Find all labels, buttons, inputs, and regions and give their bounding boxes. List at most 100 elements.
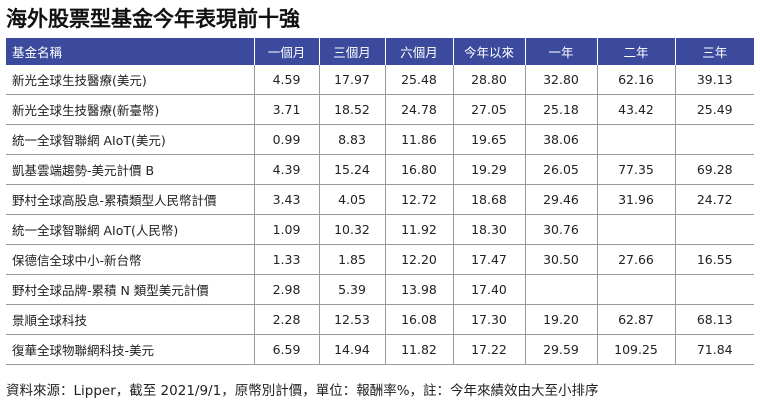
return-2y: 62.87 [597,304,676,335]
fund-name: 統一全球智聯網 AIoT(美元) [6,124,255,155]
table-row: 新光全球生技醫療(美元) 4.59 17.97 25.48 28.80 32.8… [6,65,754,95]
return-1m: 4.39 [254,154,320,185]
fund-performance-table: 基金名稱 一個月 三個月 六個月 今年以來 一年 二年 三年 新光全球生技醫療(… [6,38,754,365]
return-3y: 71.84 [675,334,754,365]
return-1m: 2.28 [254,304,320,335]
return-1y: 32.80 [525,65,598,95]
return-2y: 43.42 [597,94,676,125]
fund-name: 復華全球物聯網科技-美元 [6,334,255,365]
return-1m: 3.71 [254,94,320,125]
return-1m: 0.99 [254,124,320,155]
table-row: 景順全球科技 2.28 12.53 16.08 17.30 19.20 62.8… [6,304,754,335]
fund-name: 新光全球生技醫療(新臺幣) [6,94,255,125]
return-6m: 24.78 [385,94,454,125]
return-1m: 4.59 [254,65,320,95]
fund-name: 保德信全球中小-新台幣 [6,244,255,275]
return-1m: 1.33 [254,244,320,275]
return-3m: 12.53 [319,304,386,335]
return-6m: 11.86 [385,124,454,155]
return-ytd: 17.30 [453,304,526,335]
fund-name: 凱基雲端趨勢-美元計價 B [6,154,255,185]
header-three-years: 三年 [675,38,754,65]
return-ytd: 17.47 [453,244,526,275]
return-ytd: 19.29 [453,154,526,185]
return-3m: 8.83 [319,124,386,155]
return-ytd: 19.65 [453,124,526,155]
header-six-months: 六個月 [385,38,454,65]
return-2y: 77.35 [597,154,676,185]
return-6m: 11.92 [385,214,454,245]
return-3m: 4.05 [319,184,386,215]
header-ytd: 今年以來 [453,38,526,65]
return-3y: 69.28 [675,154,754,185]
table-row: 統一全球智聯網 AIoT(美元) 0.99 8.83 11.86 19.65 3… [6,124,754,155]
return-6m: 12.20 [385,244,454,275]
table-row: 保德信全球中小-新台幣 1.33 1.85 12.20 17.47 30.50 … [6,244,754,275]
return-ytd: 18.68 [453,184,526,215]
return-1y: 29.46 [525,184,598,215]
table-row: 凱基雲端趨勢-美元計價 B 4.39 15.24 16.80 19.29 26.… [6,154,754,185]
return-6m: 16.08 [385,304,454,335]
return-6m: 11.82 [385,334,454,365]
return-ytd: 17.22 [453,334,526,365]
table-row: 統一全球智聯網 AIoT(人民幣) 1.09 10.32 11.92 18.30… [6,214,754,245]
table-header-row: 基金名稱 一個月 三個月 六個月 今年以來 一年 二年 三年 [6,38,754,65]
return-3m: 15.24 [319,154,386,185]
source-note: 資料來源：Lipper，截至 2021/9/1，原幣別計價，單位：報酬率%，註：… [6,383,599,399]
table-row: 復華全球物聯網科技-美元 6.59 14.94 11.82 17.22 29.5… [6,334,754,365]
table-row: 野村全球品牌-累積 N 類型美元計價 2.98 5.39 13.98 17.40 [6,274,754,305]
return-ytd: 28.80 [453,65,526,95]
return-2y: 27.66 [597,244,676,275]
header-fund-name: 基金名稱 [6,38,255,65]
header-three-months: 三個月 [319,38,386,65]
return-ytd: 18.30 [453,214,526,245]
fund-name: 景順全球科技 [6,304,255,335]
fund-name: 野村全球高股息-累積類型人民幣計價 [6,184,255,215]
return-2y: 31.96 [597,184,676,215]
return-3y: 25.49 [675,94,754,125]
return-1m: 2.98 [254,274,320,305]
return-3m: 1.85 [319,244,386,275]
return-3y: 68.13 [675,304,754,335]
return-6m: 12.72 [385,184,454,215]
return-2y: 62.16 [597,65,676,95]
return-1y: 25.18 [525,94,598,125]
table-row: 新光全球生技醫療(新臺幣) 3.71 18.52 24.78 27.05 25.… [6,94,754,125]
fund-name: 統一全球智聯網 AIoT(人民幣) [6,214,255,245]
return-1m: 1.09 [254,214,320,245]
return-3m: 5.39 [319,274,386,305]
return-1y: 26.05 [525,154,598,185]
header-one-year: 一年 [525,38,598,65]
return-2y: 109.25 [597,334,676,365]
return-3y [675,274,754,305]
return-ytd: 17.40 [453,274,526,305]
fund-name: 新光全球生技醫療(美元) [6,65,255,95]
fund-name: 野村全球品牌-累積 N 類型美元計價 [6,274,255,305]
header-one-month: 一個月 [254,38,320,65]
return-1m: 6.59 [254,334,320,365]
return-3y [675,214,754,245]
return-1y: 19.20 [525,304,598,335]
header-two-years: 二年 [597,38,676,65]
return-2y [597,214,676,245]
return-3y: 16.55 [675,244,754,275]
return-6m: 16.80 [385,154,454,185]
return-ytd: 27.05 [453,94,526,125]
return-3y: 24.72 [675,184,754,215]
return-1y: 38.06 [525,124,598,155]
return-3m: 18.52 [319,94,386,125]
return-1m: 3.43 [254,184,320,215]
return-3y: 39.13 [675,65,754,95]
return-1y: 30.50 [525,244,598,275]
return-3m: 10.32 [319,214,386,245]
return-2y [597,274,676,305]
return-1y: 30.76 [525,214,598,245]
table-row: 野村全球高股息-累積類型人民幣計價 3.43 4.05 12.72 18.68 … [6,184,754,215]
page-title: 海外股票型基金今年表現前十強 [6,7,300,31]
return-6m: 13.98 [385,274,454,305]
return-3m: 17.97 [319,65,386,95]
return-3m: 14.94 [319,334,386,365]
return-1y [525,274,598,305]
return-1y: 29.59 [525,334,598,365]
return-3y [675,124,754,155]
